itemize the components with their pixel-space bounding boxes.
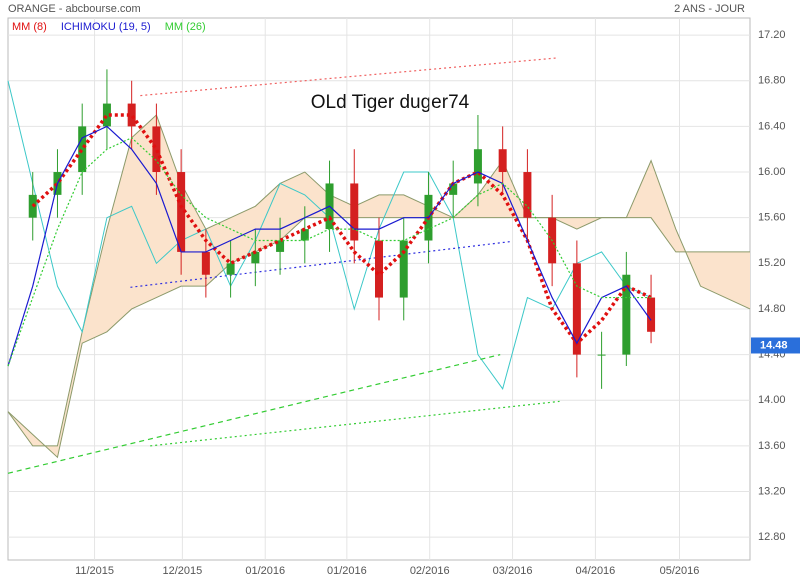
y-tick-label: 14.80: [758, 303, 786, 315]
indicator-line: [31, 113, 652, 346]
y-tick-label: 13.60: [758, 440, 786, 452]
x-tick-label: 02/2016: [410, 565, 450, 577]
y-tick-label: 15.20: [758, 257, 786, 269]
y-tick-label: 13.20: [758, 485, 786, 497]
candle-body: [201, 251, 210, 275]
candle-body: [597, 354, 606, 356]
y-tick-label: 16.00: [758, 166, 786, 178]
x-tick-label: 04/2016: [576, 565, 616, 577]
x-tick-label: 01/2016: [245, 565, 285, 577]
candle-body: [276, 240, 285, 252]
trendline: [130, 241, 511, 288]
candle-body: [102, 103, 111, 127]
period: 2 ANS - JOUR: [674, 3, 745, 15]
candle-body: [449, 183, 458, 195]
y-tick-label: 16.80: [758, 75, 786, 87]
x-tick-label: 11/2015: [75, 565, 114, 577]
candle-body: [127, 103, 136, 127]
candle-body: [251, 251, 260, 264]
candle-body: [622, 274, 631, 355]
candle-body: [647, 297, 656, 332]
legend-entry: MM (8): [12, 21, 47, 33]
x-tick-label: 01/2016: [327, 565, 367, 577]
candle-body: [300, 229, 309, 241]
candle-body: [523, 172, 532, 218]
legend-entry: MM (26): [165, 21, 206, 33]
y-tick-label: 12.80: [758, 531, 786, 543]
x-tick-label: 05/2016: [660, 565, 700, 577]
candle-body: [399, 240, 408, 298]
candle-body: [177, 172, 186, 252]
candle-body: [375, 240, 383, 298]
candle-body: [350, 183, 359, 241]
x-tick-label: 12/2015: [162, 565, 202, 577]
candle-body: [226, 263, 235, 275]
legend-entry: ICHIMOKU (19, 5): [61, 21, 151, 33]
x-tick-label: 03/2016: [493, 565, 533, 577]
source: ORANGE - abcbourse.com: [8, 3, 141, 15]
candle-body: [572, 263, 581, 355]
chart-title: OLd Tiger duger74: [311, 92, 470, 113]
candle-body: [152, 126, 161, 173]
y-tick-label: 16.40: [758, 120, 786, 132]
trendline: [7, 354, 501, 474]
candle-body: [78, 126, 87, 173]
last-price-box: [751, 337, 800, 354]
candle-body: [498, 149, 507, 173]
last-price-label: 14.48: [760, 339, 788, 351]
candle-body: [473, 149, 482, 184]
y-tick-label: 17.20: [758, 29, 786, 41]
cloud-line: [7, 217, 750, 459]
indicator-line: [7, 125, 652, 367]
y-tick-label: 14.00: [758, 394, 786, 406]
y-tick-label: 15.60: [758, 212, 786, 224]
indicator-line: [7, 137, 652, 367]
trendline: [150, 400, 560, 447]
cloud-area: [8, 114, 750, 458]
